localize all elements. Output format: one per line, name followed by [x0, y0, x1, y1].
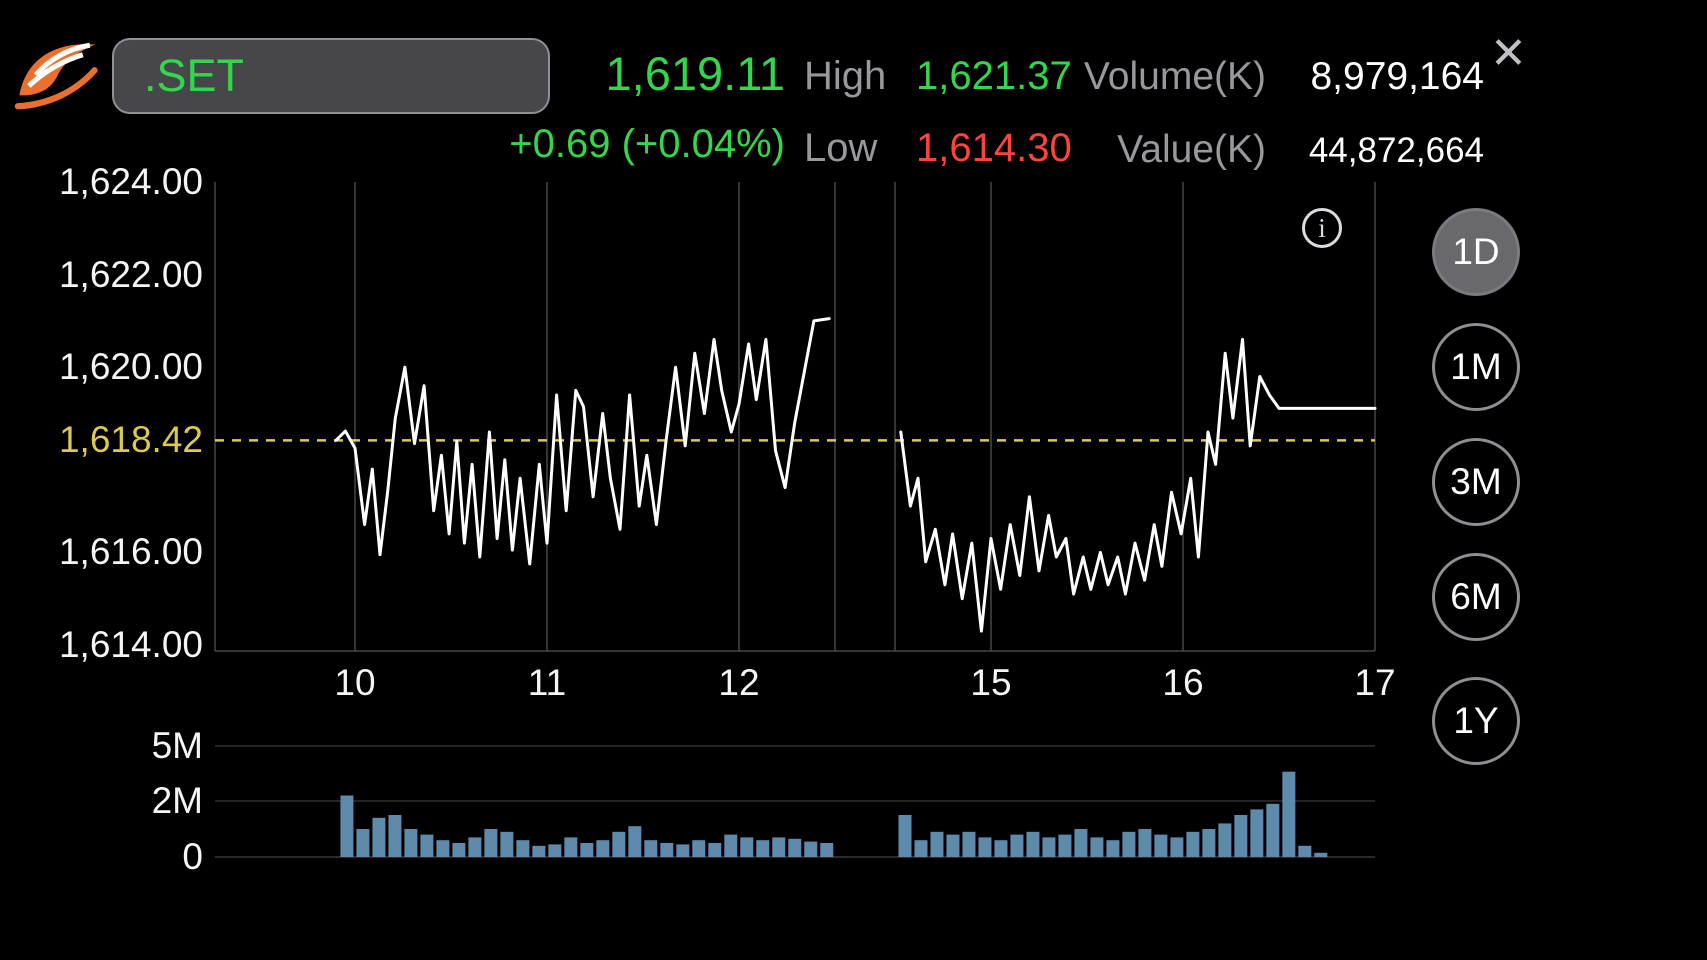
value-value: 44,872,664: [1308, 131, 1484, 170]
time-tick-label: 10: [334, 662, 376, 703]
timeframe-1y-button[interactable]: 1Y: [1432, 677, 1520, 765]
symbol-text: .SET: [144, 50, 245, 101]
price-tick-label: 1,616.00: [58, 531, 203, 573]
value-label: Value(K): [1117, 128, 1266, 171]
high-value: 1,621.37: [916, 54, 1072, 98]
low-value: 1,614.30: [916, 126, 1072, 170]
price-tick-label: 1,618.42: [58, 419, 203, 461]
app-logo-icon: [14, 42, 98, 110]
symbol-input[interactable]: .SET: [112, 38, 550, 114]
app-logo[interactable]: [14, 34, 100, 116]
volume-tick-label: 0: [182, 836, 203, 877]
low-label: Low: [804, 126, 878, 170]
volume-value: 8,979,164: [1310, 55, 1484, 98]
timeframe-buttons: 1D 1M 3M 6M 1Y: [1432, 208, 1520, 792]
time-tick-label: 16: [1162, 662, 1204, 703]
timeframe-6m-button[interactable]: 6M: [1432, 553, 1520, 641]
price-tick-label: 1,624.00: [58, 161, 203, 202]
price-change: +0.69 (+0.04%): [509, 122, 785, 166]
close-icon[interactable]: ✕: [1490, 29, 1527, 78]
info-icon[interactable]: i: [1302, 208, 1342, 248]
high-label: High: [804, 54, 887, 98]
volume-tick-label: 2M: [151, 780, 203, 821]
price-tick-label: 1,614.00: [58, 624, 203, 665]
info-glyph: i: [1318, 212, 1326, 243]
timeframe-1d-button[interactable]: 1D: [1432, 208, 1520, 296]
time-tick-label: 15: [970, 662, 1012, 703]
price-tick-label: 1,620.00: [58, 346, 203, 388]
volume-label: Volume(K): [1083, 55, 1266, 98]
timeframe-1m-button[interactable]: 1M: [1432, 323, 1520, 411]
timeframe-3m-button[interactable]: 3M: [1432, 438, 1520, 526]
last-price: 1,619.11: [605, 47, 785, 100]
time-tick-label: 12: [718, 662, 760, 703]
volume-tick-label: 5M: [151, 725, 203, 766]
time-tick-label: 11: [527, 662, 567, 703]
time-tick-label: 17: [1354, 662, 1396, 703]
price-tick-label: 1,622.00: [58, 253, 203, 295]
